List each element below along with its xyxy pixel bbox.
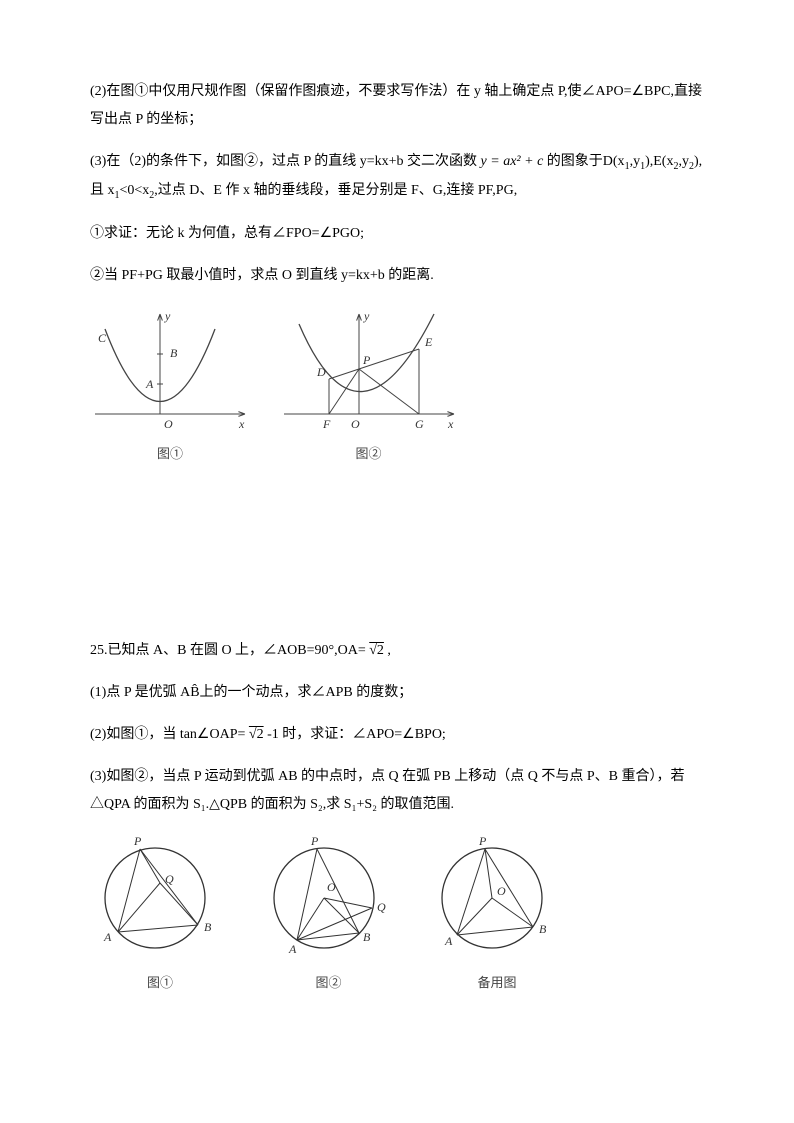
q24-fig2-label: 图②: [279, 441, 459, 467]
svg-text:P: P: [310, 834, 319, 848]
q25-fig1-svg: P Q A B: [90, 833, 230, 968]
q25-fig3-box: P O A B 备用图: [427, 833, 567, 996]
svg-text:O: O: [351, 417, 360, 431]
q24-fig1-label: 图①: [90, 441, 250, 467]
svg-text:Q: Q: [165, 872, 174, 886]
q24-part2: (2)在图①中仅用尺规作图（保留作图痕迹，不要求写作法）在 y 轴上确定点 P,…: [90, 78, 704, 134]
svg-text:P: P: [362, 353, 371, 367]
q25-fig2-svg: P O Q A B: [259, 833, 399, 968]
q25-fig2-label: 图②: [259, 970, 399, 996]
q25-fig3-svg: P O A B: [427, 833, 567, 968]
sqrt2: √2: [249, 727, 264, 742]
q24-p3-g: <0<x: [120, 183, 150, 198]
q24-figures: y x O A B C 图① y x D E P F G O 图②: [90, 304, 704, 467]
q24-p3-a: (3)在（2)的条件下，如图②，过点 P 的直线 y=kx+b 交二次函数: [90, 154, 481, 169]
q25-figures: P Q A B 图① P O Q A B 图② P O A B 备用图: [90, 833, 704, 996]
q25-p2: (2)如图①，当 tan∠OAP= √2 -1 时，求证：∠APO=∠BPO;: [90, 721, 704, 749]
q25-p2-a: (2)如图①，当 tan∠OAP=: [90, 727, 249, 742]
svg-text:A: A: [444, 934, 453, 948]
q24-sub2: ②当 PF+PG 取最小值时，求点 O 到直线 y=kx+b 的距离.: [90, 262, 704, 290]
q24-p3-c: ,y: [630, 154, 641, 169]
q24-p3-e: ,y: [678, 154, 689, 169]
svg-text:y: y: [164, 309, 171, 323]
q25-fig3-label: 备用图: [427, 970, 567, 996]
q24-fig2-box: y x D E P F G O 图②: [279, 304, 459, 467]
q25-fig2-box: P O Q A B 图②: [259, 833, 399, 996]
q25-title: 25.已知点 A、B 在圆 O 上，∠AOB=90°,OA= √2 ,: [90, 637, 704, 665]
sqrt2: √2: [369, 643, 384, 658]
svg-text:A: A: [103, 930, 112, 944]
svg-text:A: A: [145, 377, 154, 391]
svg-text:P: P: [133, 834, 142, 848]
q25-p3: (3)如图②，当点 P 运动到优弧 AB 的中点时，点 Q 在弧 PB 上移动（…: [90, 763, 704, 819]
svg-text:Q: Q: [377, 900, 386, 914]
q24-p3-d: ),E(x: [645, 154, 673, 169]
svg-text:E: E: [424, 335, 433, 349]
svg-text:O: O: [327, 880, 336, 894]
svg-text:P: P: [478, 834, 487, 848]
svg-text:A: A: [288, 942, 297, 956]
svg-text:B: B: [170, 346, 178, 360]
comma: ,: [384, 643, 391, 658]
svg-text:x: x: [238, 417, 245, 431]
q24-formula: y = ax² + c: [481, 154, 544, 169]
q25-p1: (1)点 P 是优弧 AB̂上的一个动点，求∠APB 的度数；: [90, 679, 704, 707]
q24-sub1: ①求证：无论 k 为何值，总有∠FPO=∠PGO;: [90, 220, 704, 248]
q25-title-a: 25.已知点 A、B 在圆 O 上，∠AOB=90°,OA=: [90, 643, 369, 658]
q24-fig2-svg: y x D E P F G O: [279, 304, 459, 439]
svg-text:y: y: [363, 309, 370, 323]
svg-text:F: F: [322, 417, 331, 431]
q24-fig1-box: y x O A B C 图①: [90, 304, 250, 467]
q24-p3-h: ,过点 D、E 作 x 轴的垂线段，垂足分别是 F、G,连接 PF,PG,: [154, 183, 517, 198]
svg-text:B: B: [204, 920, 212, 934]
q24-part3: (3)在（2)的条件下，如图②，过点 P 的直线 y=kx+b 交二次函数 y …: [90, 148, 704, 206]
q25-fig1-box: P Q A B 图①: [90, 833, 230, 996]
q24-p3-b: 的图象于D(x: [543, 154, 624, 169]
svg-text:x: x: [447, 417, 454, 431]
svg-text:O: O: [497, 884, 506, 898]
q25-fig1-label: 图①: [90, 970, 230, 996]
svg-text:B: B: [363, 930, 371, 944]
q24-fig1-svg: y x O A B C: [90, 304, 250, 439]
svg-text:G: G: [415, 417, 424, 431]
q25-p2-b: -1 时，求证：∠APO=∠BPO;: [264, 727, 446, 742]
svg-text:B: B: [539, 922, 547, 936]
svg-text:D: D: [316, 365, 326, 379]
svg-text:O: O: [164, 417, 173, 431]
svg-text:C: C: [98, 331, 107, 345]
